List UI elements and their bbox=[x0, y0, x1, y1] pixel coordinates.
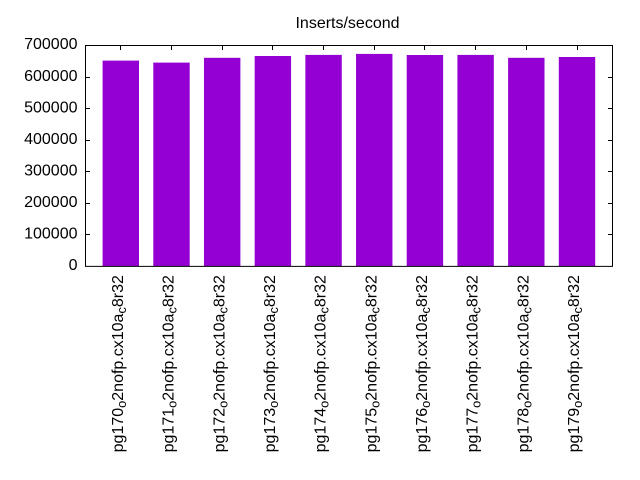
svg-text:400000: 400000 bbox=[24, 131, 77, 148]
svg-text:pg179o2nofp.cx10ac8r32: pg179o2nofp.cx10ac8r32 bbox=[566, 275, 585, 452]
svg-text:pg172o2nofp.cx10ac8r32: pg172o2nofp.cx10ac8r32 bbox=[211, 275, 230, 452]
svg-text:Inserts/second: Inserts/second bbox=[295, 15, 399, 32]
svg-text:600000: 600000 bbox=[24, 68, 77, 85]
svg-text:pg177o2nofp.cx10ac8r32: pg177o2nofp.cx10ac8r32 bbox=[465, 275, 484, 452]
svg-text:pg178o2nofp.cx10ac8r32: pg178o2nofp.cx10ac8r32 bbox=[515, 275, 534, 452]
svg-text:0: 0 bbox=[69, 257, 78, 274]
svg-text:pg170o2nofp.cx10ac8r32: pg170o2nofp.cx10ac8r32 bbox=[110, 275, 129, 452]
svg-text:700000: 700000 bbox=[24, 36, 77, 53]
svg-text:pg173o2nofp.cx10ac8r32: pg173o2nofp.cx10ac8r32 bbox=[262, 275, 281, 452]
svg-text:pg174o2nofp.cx10ac8r32: pg174o2nofp.cx10ac8r32 bbox=[313, 275, 332, 452]
svg-text:300000: 300000 bbox=[24, 162, 77, 179]
svg-text:pg171o2nofp.cx10ac8r32: pg171o2nofp.cx10ac8r32 bbox=[161, 275, 180, 452]
svg-text:pg176o2nofp.cx10ac8r32: pg176o2nofp.cx10ac8r32 bbox=[414, 275, 433, 452]
svg-text:200000: 200000 bbox=[24, 194, 77, 211]
svg-text:100000: 100000 bbox=[24, 226, 77, 243]
svg-text:500000: 500000 bbox=[24, 99, 77, 116]
svg-text:pg175o2nofp.cx10ac8r32: pg175o2nofp.cx10ac8r32 bbox=[363, 275, 382, 452]
